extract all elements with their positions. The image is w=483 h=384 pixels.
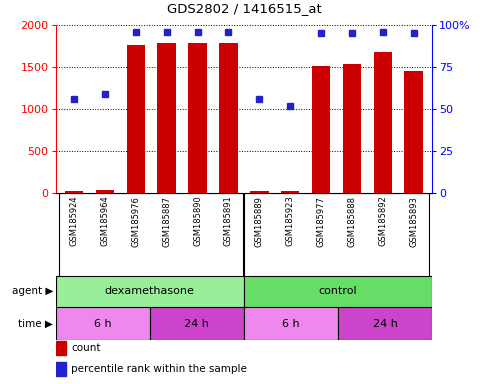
Bar	[150, 307, 244, 340]
Bar	[56, 362, 66, 376]
Text: GSM185889: GSM185889	[255, 195, 264, 247]
Bar	[96, 190, 114, 193]
Bar	[374, 52, 392, 193]
Bar	[157, 43, 176, 193]
Text: GSM185964: GSM185964	[100, 195, 110, 247]
Bar	[404, 71, 423, 193]
Text: time ▶: time ▶	[18, 318, 53, 329]
Text: GSM185890: GSM185890	[193, 195, 202, 247]
Bar	[338, 307, 432, 340]
Text: GSM185976: GSM185976	[131, 195, 141, 247]
Bar	[250, 190, 269, 193]
Text: dexamethasone: dexamethasone	[105, 286, 195, 296]
Text: agent ▶: agent ▶	[12, 286, 53, 296]
Text: 24 h: 24 h	[185, 318, 209, 329]
Text: 24 h: 24 h	[373, 318, 398, 329]
Bar	[188, 43, 207, 193]
Text: 6 h: 6 h	[282, 318, 300, 329]
Text: GSM185887: GSM185887	[162, 195, 171, 247]
Text: GSM185924: GSM185924	[70, 195, 79, 246]
Text: control: control	[319, 286, 357, 296]
Text: GSM185977: GSM185977	[317, 195, 326, 247]
Bar	[56, 276, 244, 307]
Text: GSM185891: GSM185891	[224, 195, 233, 247]
Bar	[343, 64, 361, 193]
Text: GSM185892: GSM185892	[378, 195, 387, 247]
Text: percentile rank within the sample: percentile rank within the sample	[71, 364, 247, 374]
Bar	[56, 307, 150, 340]
Bar	[219, 43, 238, 193]
Text: GSM185888: GSM185888	[347, 195, 356, 247]
Bar	[56, 341, 66, 354]
Bar	[281, 192, 299, 193]
Text: GDS2802 / 1416515_at: GDS2802 / 1416515_at	[167, 2, 321, 15]
Text: 6 h: 6 h	[94, 318, 112, 329]
Text: GSM185923: GSM185923	[286, 195, 295, 247]
Text: GSM185893: GSM185893	[409, 195, 418, 247]
Bar	[312, 66, 330, 193]
Text: count: count	[71, 343, 101, 353]
Bar	[244, 307, 338, 340]
Bar	[65, 190, 84, 193]
Bar	[127, 45, 145, 193]
Bar	[244, 276, 432, 307]
